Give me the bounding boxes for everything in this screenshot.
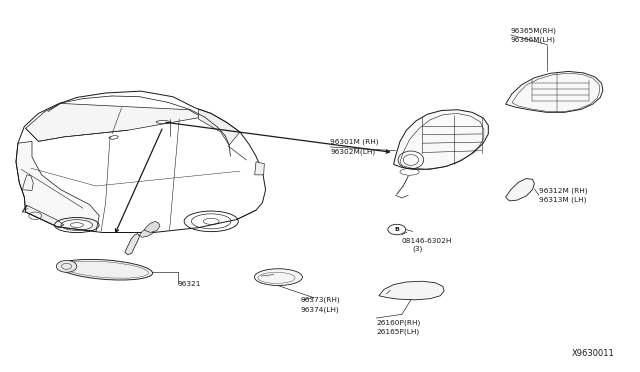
Polygon shape <box>16 141 99 231</box>
Polygon shape <box>140 228 154 237</box>
Polygon shape <box>255 162 264 175</box>
Text: 96312M (RH): 96312M (RH) <box>539 187 588 194</box>
Text: B: B <box>394 227 399 232</box>
Text: 96302M(LH): 96302M(LH) <box>330 148 376 155</box>
Text: 96313M (LH): 96313M (LH) <box>539 196 586 203</box>
Text: 26160P(RH): 26160P(RH) <box>376 319 420 326</box>
Text: X9630011: X9630011 <box>572 349 614 358</box>
Polygon shape <box>506 179 534 201</box>
Ellipse shape <box>59 259 152 280</box>
Polygon shape <box>144 221 160 232</box>
Text: 96373(RH): 96373(RH) <box>301 297 340 304</box>
Text: 96301M (RH): 96301M (RH) <box>330 139 379 145</box>
Text: 26165P(LH): 26165P(LH) <box>376 328 420 335</box>
Polygon shape <box>506 71 603 112</box>
Ellipse shape <box>254 269 302 286</box>
Circle shape <box>388 224 406 235</box>
Polygon shape <box>22 205 64 227</box>
Text: 08146-6302H: 08146-6302H <box>402 238 452 244</box>
Text: (3): (3) <box>413 246 423 253</box>
Text: 96374(LH): 96374(LH) <box>301 306 340 313</box>
Polygon shape <box>394 110 488 169</box>
Circle shape <box>56 260 77 272</box>
Polygon shape <box>26 103 202 141</box>
Text: 96321: 96321 <box>178 281 202 287</box>
Text: 96366M(LH): 96366M(LH) <box>511 36 556 43</box>
Polygon shape <box>379 281 444 300</box>
Polygon shape <box>22 175 33 190</box>
Polygon shape <box>198 109 240 145</box>
Text: 96365M(RH): 96365M(RH) <box>511 27 557 34</box>
Polygon shape <box>125 234 140 255</box>
